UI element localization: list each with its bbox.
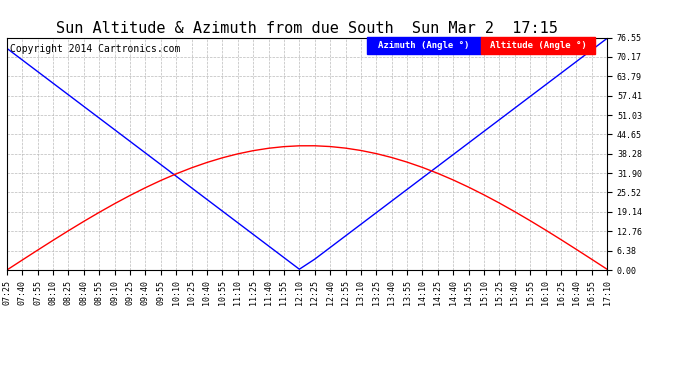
Bar	[367, 38, 481, 54]
Text: Azimuth (Angle °): Azimuth (Angle °)	[378, 41, 470, 50]
Title: Sun Altitude & Azimuth from due South  Sun Mar 2  17:15: Sun Altitude & Azimuth from due South Su…	[56, 21, 558, 36]
Bar	[481, 38, 595, 54]
Text: Copyright 2014 Cartronics.com: Copyright 2014 Cartronics.com	[10, 45, 180, 54]
Text: Altitude (Angle °): Altitude (Angle °)	[490, 41, 586, 50]
